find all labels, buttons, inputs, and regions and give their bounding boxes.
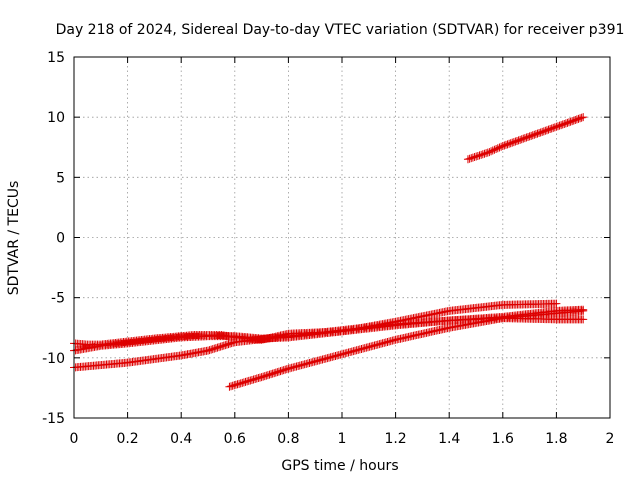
y-axis-label: SDTVAR / TECUs [6,181,22,296]
chart-title: Day 218 of 2024, Sidereal Day-to-day VTE… [56,22,625,38]
data-point-marker [579,315,588,324]
x-tick-label: 1.4 [438,431,460,447]
data-point-marker [579,113,588,122]
data-point-marker [467,154,476,163]
grid-lines [74,57,610,418]
series-track-e [463,113,588,164]
data-point-marker [463,155,472,164]
data-point-marker [552,299,561,308]
y-tick-label: -5 [51,291,65,307]
data-point-marker [579,306,588,315]
data-point-marker [465,154,474,163]
x-tick-label: 0.2 [116,431,138,447]
data-point-marker [492,145,501,154]
data-point-marker [495,143,504,152]
y-tick-label: -15 [42,411,65,427]
x-axis-ticks: 0 0.2 0.4 0.6 0.8 1 1.2 1.4 1.6 1.8 2 [70,57,615,447]
data-point-marker [488,146,497,155]
x-axis-label: GPS time / hours [281,458,398,474]
series-track-c [70,305,588,355]
data-point-marker [490,145,499,154]
x-tick-label: 0.4 [170,431,192,447]
data-point-marker [493,144,502,153]
y-tick-label: 5 [56,170,65,186]
data-point-marker [485,148,494,157]
y-tick-label: 0 [56,231,65,247]
y-tick-label: 15 [47,50,65,66]
x-tick-label: 1.2 [384,431,406,447]
x-tick-label: 0.8 [277,431,299,447]
data-point-marker [477,150,486,159]
data-point-marker [470,153,479,162]
data-point-marker [480,149,489,158]
data-points [70,113,588,391]
x-tick-label: 1.6 [492,431,514,447]
data-point-marker [468,153,477,162]
x-tick-label: 1.8 [545,431,567,447]
y-axis-ticks: -15 -10 -5 0 5 10 15 [42,50,610,427]
data-point-marker [577,113,586,122]
y-tick-label: 10 [47,110,65,126]
data-point-marker [497,142,506,151]
data-point-marker [473,151,482,160]
data-point-marker [475,151,484,160]
x-tick-label: 0 [70,431,79,447]
data-point-marker [478,150,487,159]
series-track-d [225,306,588,391]
data-point-marker [483,148,492,157]
data-point-marker [487,147,496,156]
y-tick-label: -10 [42,351,65,367]
plot-frame [73,56,611,419]
x-tick-label: 2 [606,431,615,447]
x-tick-label: 1 [338,431,347,447]
data-point-marker [482,149,491,158]
data-point-marker [472,152,481,161]
x-tick-label: 0.6 [224,431,246,447]
